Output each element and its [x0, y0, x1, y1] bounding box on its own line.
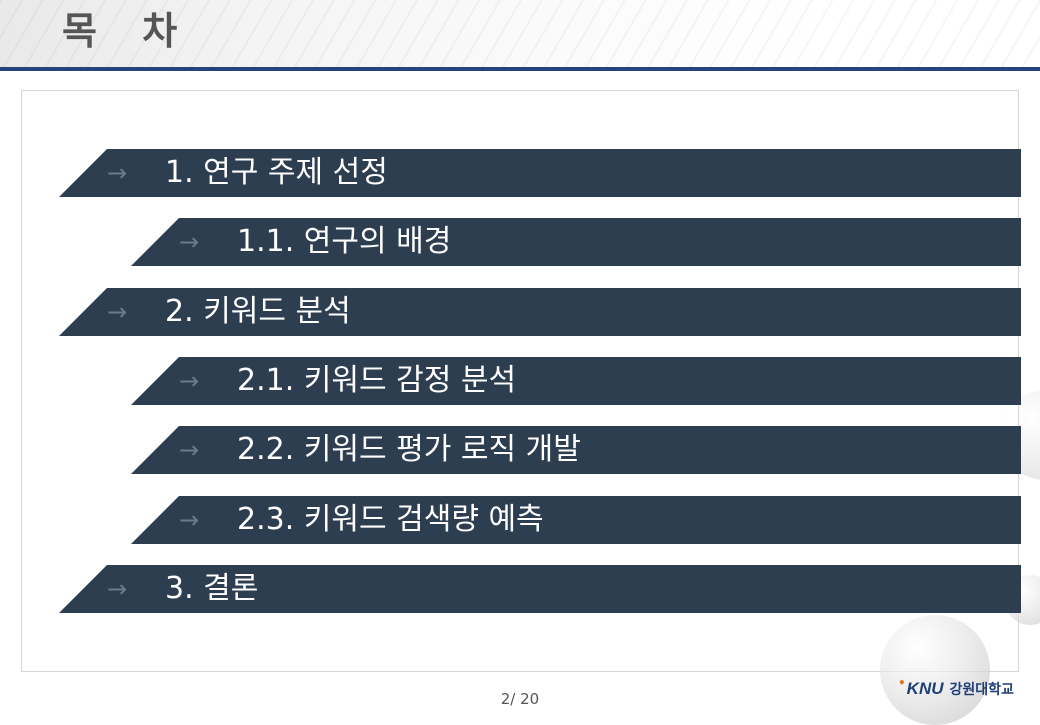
toc-item-2-1: → 2.1. 키워드 감정 분석 [131, 357, 1021, 405]
slide-title: 목 차 [62, 9, 194, 53]
toc-item-label: 1. 연구 주제 선정 [165, 155, 388, 190]
toc-item-label: 2. 키워드 분석 [165, 294, 351, 329]
toc-item-label: 2.3. 키워드 검색량 예측 [237, 502, 544, 537]
arrow-icon: → [107, 159, 128, 187]
toc-item-1-1: → 1.1. 연구의 배경 [131, 218, 1021, 266]
toc-item-1: → 1. 연구 주제 선정 [59, 149, 1021, 197]
logo-dot-icon: • [898, 676, 906, 690]
arrow-icon: → [107, 298, 128, 326]
arrow-icon: → [107, 575, 128, 603]
university-logo: • KNU 강원대학교 [898, 676, 1014, 702]
logo-mark: KNU [906, 679, 944, 698]
arrow-icon: → [179, 228, 200, 256]
title-rule [0, 67, 1040, 71]
page-number: 2/ 20 [500, 690, 540, 708]
logo-name: 강원대학교 [949, 682, 1014, 698]
toc-item-3: → 3. 결론 [59, 565, 1021, 613]
toc-item-label: 3. 결론 [165, 571, 259, 606]
toc-item-label: 1.1. 연구의 배경 [237, 224, 452, 259]
arrow-icon: → [179, 436, 200, 464]
toc-item-2: → 2. 키워드 분석 [59, 288, 1021, 336]
toc-item-label: 2.2. 키워드 평가 로직 개발 [237, 432, 581, 467]
arrow-icon: → [179, 367, 200, 395]
header-background [0, 0, 1040, 70]
toc-item-2-2: → 2.2. 키워드 평가 로직 개발 [131, 426, 1021, 474]
toc-item-label: 2.1. 키워드 감정 분석 [237, 363, 517, 398]
decorative-sphere [880, 615, 990, 725]
arrow-icon: → [179, 506, 200, 534]
toc-item-2-3: → 2.3. 키워드 검색량 예측 [131, 496, 1021, 544]
